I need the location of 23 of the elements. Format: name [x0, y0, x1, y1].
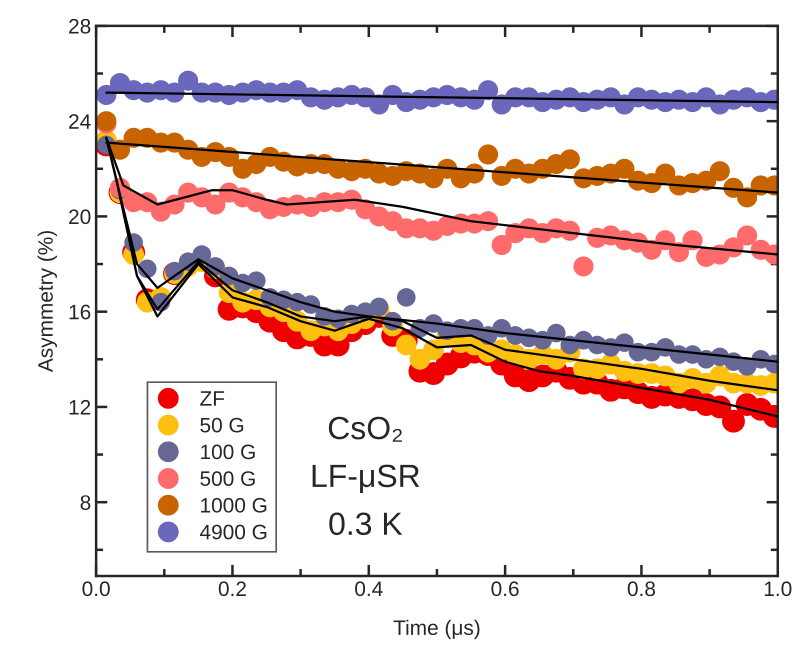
legend-label: ZF [200, 391, 224, 406]
legend-label: 4900 G [200, 524, 266, 540]
annotation: LF-μSR [312, 464, 420, 494]
legend-label: 50 G [200, 418, 244, 433]
y-tick-label: 24 [69, 114, 91, 129]
y-axis-title: Asymmetry (%) [38, 231, 57, 372]
x-tick-label: 1.0 [764, 581, 792, 596]
y-tick-label: 16 [70, 304, 90, 320]
x-axis-title: Time (μs) [394, 620, 480, 640]
x-tick-label: 0.6 [491, 581, 519, 596]
y-tick-label: 20 [69, 209, 90, 224]
legend-label: 100 G [201, 444, 255, 460]
legend-label: 500 G [200, 471, 255, 486]
x-tick-label: 0.8 [628, 581, 656, 596]
y-tick-label: 28 [69, 18, 90, 34]
y-tick-label: 12 [70, 400, 90, 414]
x-tick-label: 0.4 [355, 581, 383, 596]
x-tick-label: 0.0 [82, 581, 110, 596]
annotation: 0.3 K [329, 512, 402, 536]
y-tick-label: 8 [80, 495, 90, 510]
x-tick-label: 0.2 [218, 581, 246, 596]
legend-label: 1000 G [201, 498, 266, 513]
annotation: CsO₂ [328, 416, 402, 442]
